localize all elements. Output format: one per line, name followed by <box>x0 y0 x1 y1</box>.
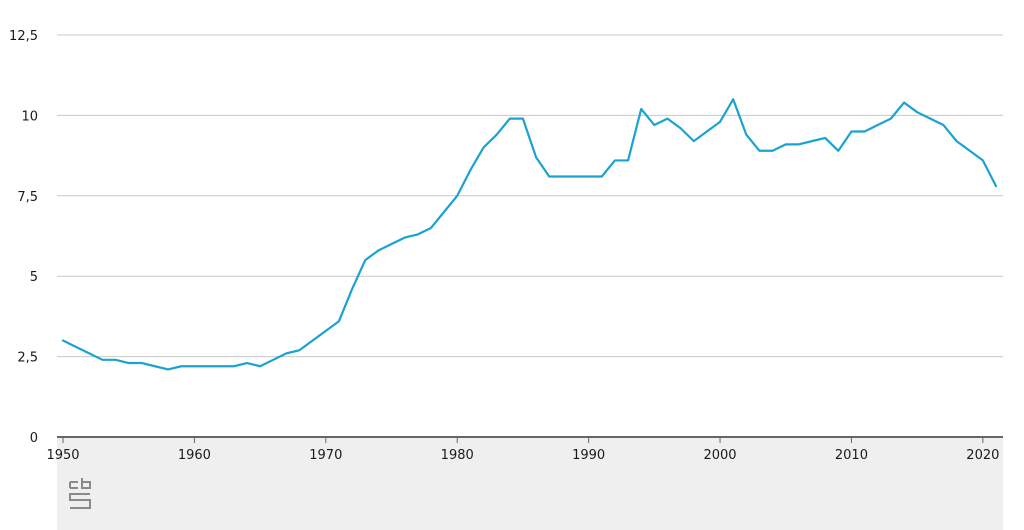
x-tick-label: 2000 <box>703 448 736 463</box>
x-axis: 1950 1960 1970 1980 1990 2000 2010 2020 <box>46 436 1003 463</box>
x-tick-label: 1970 <box>309 448 342 463</box>
x-tick-label: 2020 <box>966 448 999 463</box>
y-tick-label: 10 <box>21 109 38 124</box>
y-tick-label: 5 <box>30 270 38 285</box>
y-axis-labels: 0 2,5 5 7,5 10 12,5 <box>9 29 38 446</box>
series-line <box>61 98 998 371</box>
logo-s-glyph <box>69 493 91 509</box>
y-tick-label: 7,5 <box>17 190 38 205</box>
x-tick-label: 1990 <box>572 448 605 463</box>
y-tick-label: 12,5 <box>9 29 38 44</box>
x-tick-label: 1960 <box>178 448 211 463</box>
y-tick-label: 2,5 <box>17 351 38 366</box>
footer-band <box>57 437 1003 530</box>
cbs-logo-icon <box>69 478 91 509</box>
series-layer <box>61 98 998 371</box>
logo-c-glyph <box>69 481 78 489</box>
x-tick-label: 1980 <box>441 448 474 463</box>
x-tick-label: 2010 <box>835 448 868 463</box>
y-tick-label: 0 <box>30 431 38 446</box>
grid-lines <box>57 34 1003 358</box>
x-tick-label: 1950 <box>46 448 79 463</box>
logo-b-glyph <box>81 478 91 489</box>
